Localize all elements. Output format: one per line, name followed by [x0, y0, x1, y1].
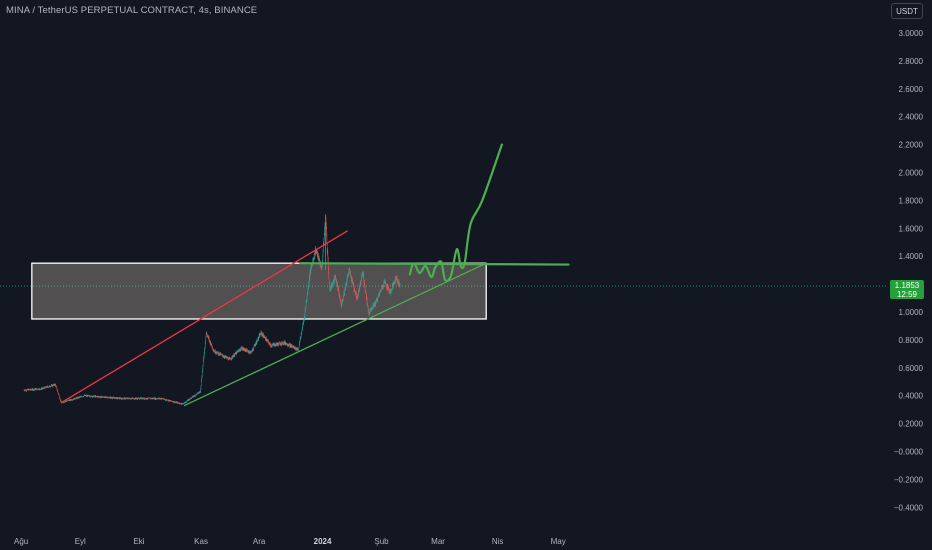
x-tick-label: May	[551, 537, 566, 546]
y-tick-label: 1.0000	[899, 308, 924, 317]
x-tick-label: Ağu	[14, 537, 28, 546]
x-tick-label: Eki	[133, 537, 144, 546]
y-tick-label: −0.2000	[894, 475, 924, 484]
x-tick-label: 2024	[314, 537, 332, 546]
candle-countdown-label: 12:59	[896, 290, 918, 299]
y-tick-label: 2.6000	[899, 85, 924, 94]
x-tick-label: Nis	[492, 537, 504, 546]
projected-price-path[interactable]	[408, 143, 503, 283]
y-tick-label: 2.0000	[899, 169, 924, 178]
time-axis: Ağu Eyl Eki Kas Ara 2024 Şub Mar Nis May	[14, 537, 566, 546]
current-price-label: 1.1853	[894, 281, 920, 290]
x-tick-label: Eyl	[75, 537, 86, 546]
red-trendline[interactable]	[60, 230, 348, 404]
y-tick-label: −0.4000	[894, 503, 924, 512]
x-tick-label: Şub	[374, 537, 389, 546]
y-tick-label: 0.8000	[899, 336, 924, 345]
y-tick-label: −0.0000	[894, 448, 924, 457]
currency-button[interactable]: USDT	[891, 3, 923, 19]
x-tick-label: Mar	[431, 537, 445, 546]
y-tick-label: 1.6000	[899, 224, 924, 233]
y-tick-label: 0.6000	[899, 364, 924, 373]
y-tick-label: 2.8000	[899, 57, 924, 66]
x-tick-label: Ara	[253, 537, 266, 546]
y-tick-label: 2.4000	[899, 113, 924, 122]
y-tick-label: 3.0000	[899, 29, 924, 38]
x-tick-label: Kas	[194, 537, 208, 546]
chart-title: MINA / TetherUS PERPETUAL CONTRACT, 4s, …	[6, 5, 258, 16]
y-tick-label: 0.2000	[899, 420, 924, 429]
y-tick-label: 1.8000	[899, 196, 924, 205]
y-tick-label: 0.4000	[899, 392, 924, 401]
y-tick-label: 1.4000	[899, 252, 924, 261]
green-resistance-line[interactable]	[299, 262, 570, 266]
current-price-badge: 1.1853 12:59	[890, 280, 924, 299]
y-tick-label: 2.2000	[899, 141, 924, 150]
candles-layer	[23, 214, 401, 405]
green-support-line[interactable]	[183, 262, 487, 407]
price-axis: 3.0000 2.8000 2.6000 2.4000 2.2000 2.0000 1.80…	[894, 29, 924, 512]
drawings-layer	[60, 143, 570, 407]
